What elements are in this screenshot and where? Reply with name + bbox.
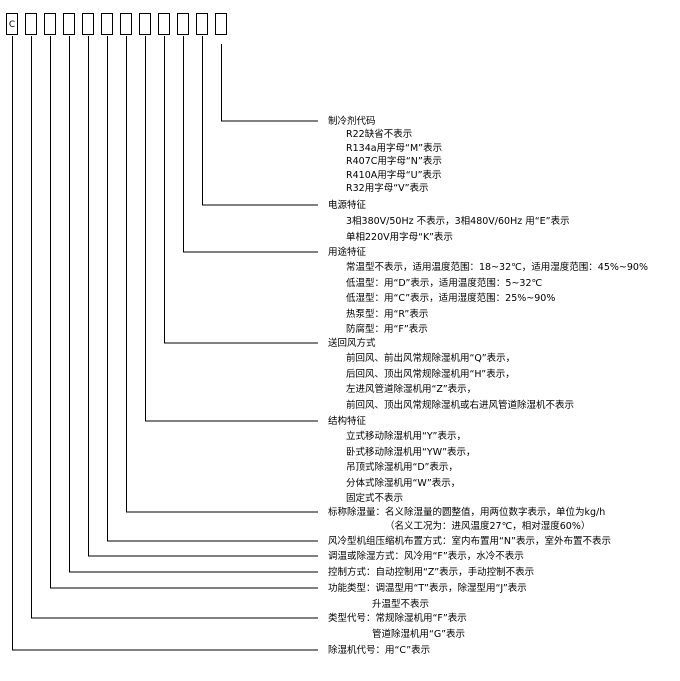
group-item: 低湿型：用“C”表示，适用湿度范围：25%~90% (346, 293, 556, 304)
group-item: 3相380V/50Hz 不表示，3相480V/60Hz 用“E”表示 (346, 215, 570, 227)
group-item: 分体式除湿机用“W”表示， (346, 477, 461, 489)
leader-line-6 (107, 36, 318, 542)
group-item: R22缺省不表示 (346, 129, 413, 140)
group-item: 常温型不表示，适用温度范围：18~32℃，适用湿度范围：45%~90% (346, 262, 648, 273)
code-box-10 (177, 13, 189, 35)
group-item: 左进风管道除湿机用“Z”表示， (346, 384, 477, 395)
group-title: 电源特征 (328, 199, 367, 211)
code-box-3 (44, 13, 56, 35)
leader-line-3 (50, 36, 318, 589)
group-title: 控制方式：自动控制用“Z”表示，手动控制不表示 (328, 566, 535, 578)
code-box-1: C (6, 13, 18, 35)
group-item: 热泵型：用“R”表示 (346, 308, 429, 320)
leader-line-11 (202, 36, 318, 206)
group-item: 吊顶式除湿机用“D”表示， (346, 462, 458, 473)
group-item: 后回风、顶出风常规除湿机用“H”表示， (346, 368, 515, 380)
code-box-2 (25, 13, 37, 35)
code-box-11 (196, 13, 208, 35)
group-item: （名义工况为：进风温度27℃，相对湿度60%） (385, 520, 591, 532)
group-item: 前回风、前出风常规除湿机用“Q”表示， (346, 353, 516, 364)
code-box-4 (63, 13, 75, 35)
group-title: 结构特征 (328, 415, 367, 427)
group-title: 调温或除湿方式：风冷用“F”表示，水冷不表示 (328, 550, 524, 562)
group-item: 卧式移动除湿机用“YW”表示， (346, 446, 476, 458)
leader-line-8 (145, 36, 318, 422)
leader-line-4 (69, 36, 318, 573)
leader-line-12 (221, 44, 318, 122)
group-item: 防腐型：用“F”表示 (346, 324, 428, 335)
group-item: 升温型不表示 (372, 598, 430, 610)
group-item: 固定式不表示 (346, 493, 404, 504)
group-item: 立式移动除湿机用“Y”表示， (346, 431, 466, 442)
group-item: 前回风、顶出风常规除湿机或右进风管道除湿机不表示 (346, 399, 575, 411)
group-title: 风冷型机组压缩机布置方式：室内布置用“N”表示，室外布置不表示 (328, 535, 611, 547)
group-item: R134a用字母“M”表示 (346, 142, 443, 154)
group-item: R410A用字母“U”表示 (346, 169, 442, 181)
leader-line-5 (88, 36, 318, 557)
group-title: 制冷剂代码 (328, 115, 376, 127)
leader-line-7 (126, 36, 318, 513)
group-title: 功能类型：调温型用“T”表示，除湿型用“J”表示 (328, 582, 527, 594)
leader-line-9 (164, 36, 318, 344)
group-title: 用途特征 (328, 246, 367, 258)
group-title: 类型代号：常规除湿机用“F”表示 (328, 612, 467, 624)
group-title: 送回风方式 (328, 337, 376, 349)
code-box-6 (101, 13, 113, 35)
group-item: R32用字母“V”表示 (346, 183, 429, 194)
group-item: 管道除湿机用“G”表示 (372, 628, 465, 640)
code-box-5 (82, 13, 94, 35)
code-box-7 (120, 13, 132, 35)
code-box-12 (215, 13, 227, 35)
leader-line-1 (12, 36, 318, 651)
code-box-9 (158, 13, 170, 35)
leader-line-10 (183, 36, 318, 253)
group-item: R407C用字母“N”表示 (346, 156, 442, 167)
group-item: 低温型：用“D”表示，适用温度范围：5~32℃ (346, 277, 543, 289)
group-item: 单相220V用字母“K”表示 (346, 231, 453, 243)
code-box-8 (139, 13, 151, 35)
group-title: 除湿机代号：用“C”表示 (328, 644, 431, 656)
leader-line-2 (31, 36, 318, 619)
group-title: 标称除湿量：名义除湿量的圆整值，用两位数字表示，单位为kg/h (328, 506, 606, 518)
